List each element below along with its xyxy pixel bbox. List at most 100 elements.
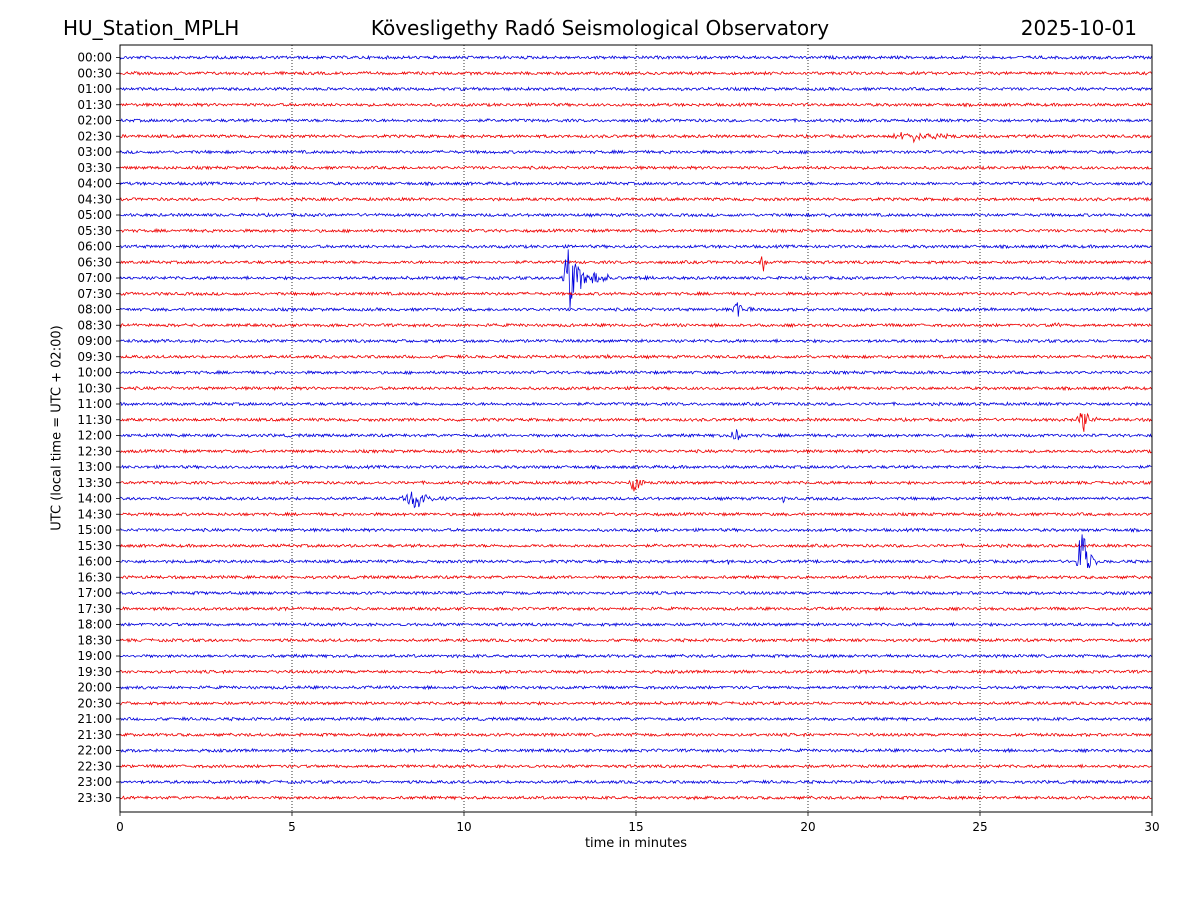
trace-2000	[119, 684, 1152, 691]
y-tick-label: 13:00	[77, 460, 112, 474]
trace-1000	[119, 369, 1152, 376]
x-tick-label: 0	[116, 820, 124, 834]
trace-1330	[119, 479, 1152, 492]
trace-1700	[119, 590, 1152, 596]
y-tick-label: 20:00	[77, 681, 112, 695]
y-axis-label: UTC (local time = UTC + 02:00)	[49, 325, 65, 531]
trace-0500	[119, 212, 1152, 218]
trace-1500	[120, 527, 1152, 533]
y-tick-label: 03:30	[77, 161, 112, 175]
trace-1800	[119, 621, 1152, 628]
y-tick-label: 19:00	[77, 649, 112, 663]
y-tick-label: 18:00	[77, 618, 112, 632]
trace-1230	[119, 448, 1152, 455]
trace-1300	[119, 464, 1152, 470]
chart-title: Kövesligethy Radó Seismological Observat…	[370, 16, 830, 40]
trace-2200	[119, 747, 1152, 754]
y-tick-label: 02:30	[77, 129, 112, 143]
y-tick-label: 18:30	[77, 633, 112, 647]
trace-0400	[119, 180, 1152, 187]
y-tick-label: 22:00	[77, 744, 112, 758]
trace-1530	[119, 542, 1152, 549]
trace-0100	[119, 86, 1152, 92]
x-tick-label: 20	[800, 820, 815, 834]
y-tick-label: 08:30	[77, 318, 112, 332]
trace-1900	[119, 653, 1152, 659]
y-tick-label: 07:00	[77, 271, 112, 285]
trace-0830	[119, 322, 1152, 329]
y-tick-label: 14:30	[77, 507, 112, 521]
y-tick-label: 11:00	[77, 397, 112, 411]
trace-0630	[119, 256, 1152, 272]
y-tick-label: 00:30	[77, 66, 112, 80]
y-tick-label: 15:30	[77, 539, 112, 553]
trace-1730	[119, 605, 1152, 612]
y-tick-label: 08:00	[77, 303, 112, 317]
y-tick-label: 14:00	[77, 492, 112, 506]
y-tick-label: 16:00	[77, 555, 112, 569]
y-tick-label: 01:00	[77, 82, 112, 96]
trace-0300	[119, 149, 1152, 155]
y-tick-label: 17:30	[77, 602, 112, 616]
trace-0030	[119, 70, 1152, 76]
y-tick-label: 07:30	[77, 287, 112, 301]
x-tick-label: 10	[456, 820, 471, 834]
y-tick-label: 04:30	[77, 192, 112, 206]
x-tick-label: 15	[628, 820, 643, 834]
y-tick-label: 04:00	[77, 177, 112, 191]
y-tick-label: 13:30	[77, 476, 112, 490]
y-tick-label: 10:00	[77, 366, 112, 380]
y-tick-label: 21:30	[77, 728, 112, 742]
trace-0730	[119, 290, 1152, 297]
trace-2100	[119, 716, 1152, 722]
trace-1400	[119, 491, 1152, 509]
y-tick-label: 06:30	[77, 255, 112, 269]
trace-0230	[119, 132, 1152, 144]
y-tick-label: 12:00	[77, 429, 112, 443]
y-tick-label: 19:30	[77, 665, 112, 679]
y-tick-label: 09:30	[77, 350, 112, 364]
trace-0800	[119, 302, 1152, 317]
trace-1600	[119, 534, 1152, 569]
x-axis-label: time in minutes	[584, 836, 688, 851]
x-tick-label: 5	[288, 820, 296, 834]
y-tick-label: 23:00	[77, 775, 112, 789]
y-tick-label: 05:30	[77, 224, 112, 238]
trace-1830	[119, 637, 1152, 643]
trace-1130	[119, 412, 1152, 432]
y-tick-label: 00:00	[77, 51, 112, 65]
chart-date: 2025-10-01	[1020, 16, 1137, 40]
y-tick-label: 09:00	[77, 334, 112, 348]
trace-0530	[119, 227, 1152, 234]
trace-2230	[119, 763, 1152, 770]
y-tick-label: 16:30	[77, 570, 112, 584]
trace-1630	[119, 574, 1152, 580]
trace-2030	[119, 700, 1152, 707]
y-tick-label: 22:30	[77, 759, 112, 773]
y-tick-label: 23:30	[77, 791, 112, 805]
x-tick-label: 25	[972, 820, 987, 834]
trace-2130	[119, 732, 1152, 738]
trace-1930	[119, 669, 1152, 675]
trace-0600	[119, 243, 1152, 250]
y-tick-label: 03:00	[77, 145, 112, 159]
trace-2330	[119, 795, 1152, 801]
y-tick-label: 02:00	[77, 114, 112, 128]
trace-0900	[119, 338, 1152, 344]
trace-0000	[119, 54, 1152, 61]
trace-0330	[119, 165, 1152, 171]
y-tick-label: 20:30	[77, 696, 112, 710]
trace-2300	[119, 779, 1152, 785]
y-tick-label: 21:00	[77, 712, 112, 726]
trace-1100	[119, 401, 1152, 407]
trace-1430	[119, 511, 1152, 517]
y-tick-label: 10:30	[77, 381, 112, 395]
trace-0200	[119, 117, 1152, 124]
station-name: HU_Station_MPLH	[63, 16, 240, 40]
y-tick-label: 05:00	[77, 208, 112, 222]
trace-1200	[119, 429, 1152, 441]
y-tick-label: 15:00	[77, 523, 112, 537]
trace-1030	[119, 385, 1152, 392]
trace-0700	[119, 249, 1152, 309]
